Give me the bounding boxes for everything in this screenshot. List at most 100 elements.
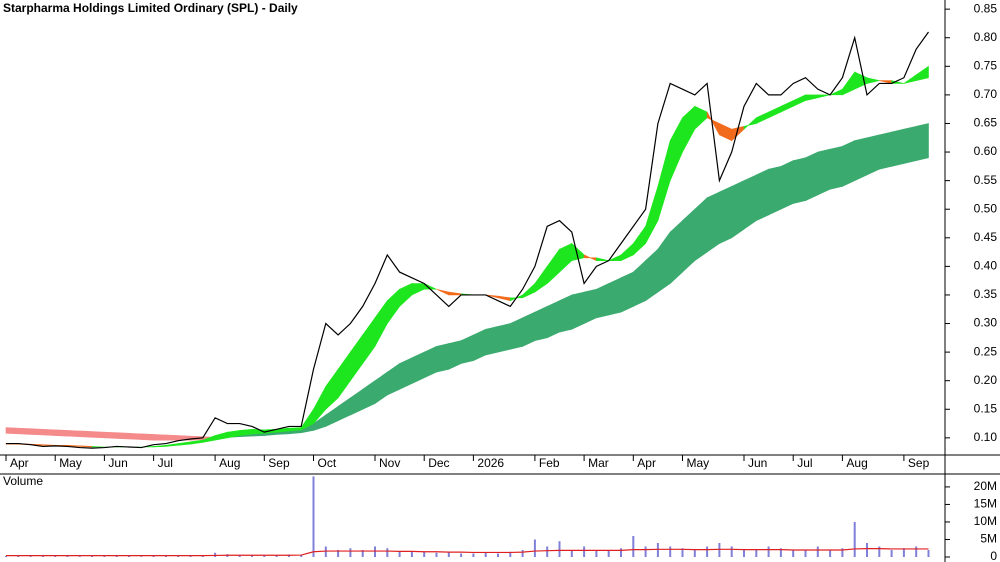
y-tick-label: 0.45 bbox=[974, 230, 998, 244]
y-tick-label: 0.50 bbox=[974, 201, 998, 215]
volume-bar bbox=[521, 549, 524, 557]
volume-bar bbox=[164, 555, 167, 557]
volume-bar bbox=[853, 521, 856, 557]
y-tick-label: 0.30 bbox=[974, 316, 998, 330]
band-segment bbox=[5, 427, 19, 435]
volume-bar bbox=[54, 555, 57, 557]
band-segment bbox=[669, 219, 683, 285]
volume-bar bbox=[337, 549, 340, 557]
volume-bar bbox=[878, 546, 881, 557]
y-tick-label: 15M bbox=[974, 497, 997, 511]
volume-average bbox=[6, 547, 929, 557]
volume-bar bbox=[29, 556, 32, 557]
volume-bar bbox=[398, 551, 401, 557]
band-segment bbox=[165, 434, 179, 441]
x-tick-label: Oct bbox=[318, 456, 337, 470]
volume-bar bbox=[312, 476, 315, 557]
volume-bar bbox=[238, 554, 241, 557]
y-tick-label: 0.80 bbox=[974, 30, 998, 44]
volume-bar bbox=[78, 556, 81, 557]
band-segment bbox=[866, 134, 880, 176]
volume-bar bbox=[693, 549, 696, 557]
band-segment bbox=[91, 431, 105, 439]
y-tick-label: 0.15 bbox=[974, 401, 998, 415]
volume-bar bbox=[423, 551, 426, 557]
band-segment bbox=[436, 343, 450, 373]
volume-bar bbox=[374, 546, 376, 557]
volume-bar bbox=[607, 549, 610, 557]
band-segment bbox=[891, 128, 905, 167]
band-segment bbox=[67, 430, 81, 438]
y-tick-label: 0.85 bbox=[974, 1, 998, 15]
band-segment bbox=[79, 430, 93, 438]
y-tick-label: 0.55 bbox=[974, 173, 998, 187]
volume-bar bbox=[91, 555, 94, 557]
volume-bar bbox=[435, 552, 438, 557]
volume-bar bbox=[829, 549, 832, 557]
band-segment bbox=[915, 123, 929, 161]
volume-bar bbox=[669, 546, 672, 557]
band-segment bbox=[596, 257, 609, 261]
x-tick-label: Sep bbox=[268, 456, 290, 470]
band-segment bbox=[891, 80, 904, 84]
volume-bar bbox=[66, 555, 69, 557]
volume-bar bbox=[546, 546, 549, 557]
x-tick-label: Aug bbox=[219, 456, 240, 470]
x-tick-label: Feb bbox=[539, 456, 560, 470]
band-segment bbox=[534, 305, 548, 342]
band-segment bbox=[473, 328, 487, 362]
volume-bar bbox=[410, 551, 413, 557]
volume-bar bbox=[595, 549, 598, 557]
band-segment bbox=[596, 283, 610, 319]
band-segment bbox=[842, 140, 856, 187]
band-segment bbox=[91, 446, 105, 448]
volume-bar bbox=[841, 548, 844, 557]
volume-bar bbox=[706, 546, 709, 557]
x-tick-label: Apr bbox=[637, 456, 656, 470]
volume-bar bbox=[324, 546, 327, 557]
band-segment bbox=[768, 165, 782, 216]
volume-bar bbox=[533, 539, 536, 557]
volume-bar bbox=[509, 551, 512, 557]
band-segment bbox=[583, 288, 597, 325]
volume-bar bbox=[201, 555, 204, 557]
volume-bar bbox=[103, 556, 106, 557]
volume-bar bbox=[152, 555, 155, 557]
volume-bar bbox=[583, 546, 586, 557]
band-segment bbox=[915, 65, 929, 81]
volume-bar bbox=[620, 548, 622, 557]
volume-bar bbox=[644, 546, 647, 557]
band-segment bbox=[755, 168, 769, 222]
y-tick-label: 0.40 bbox=[974, 259, 998, 273]
y-tick-label: 0 bbox=[990, 549, 997, 562]
y-tick-label: 0.60 bbox=[974, 144, 998, 158]
volume-bar bbox=[927, 549, 930, 557]
volume-bar bbox=[189, 555, 192, 557]
volume-bar bbox=[890, 549, 893, 557]
x-tick-label: Jun bbox=[748, 456, 767, 470]
y-tick-label: 0.65 bbox=[974, 116, 998, 130]
band-segment bbox=[546, 300, 560, 339]
volume-bar bbox=[447, 551, 450, 557]
band-segment bbox=[620, 271, 634, 313]
x-tick-label: Jun bbox=[108, 456, 127, 470]
volume-bar bbox=[263, 555, 266, 557]
volume-bar bbox=[472, 553, 475, 557]
band-segment bbox=[411, 351, 425, 385]
band-segment bbox=[399, 357, 413, 390]
x-tick-label: Mar bbox=[588, 456, 609, 470]
band-segment bbox=[817, 148, 831, 196]
volume-bar bbox=[902, 548, 905, 557]
volume-bar bbox=[17, 555, 20, 557]
volume-bar bbox=[755, 549, 758, 557]
band-segment bbox=[116, 432, 130, 440]
volume-bar bbox=[41, 555, 44, 557]
band-segment bbox=[141, 433, 154, 441]
volume-bar bbox=[792, 549, 795, 557]
band-segment bbox=[54, 429, 68, 437]
x-tick-label: May bbox=[687, 456, 710, 470]
y-tick-label: 0.75 bbox=[974, 58, 998, 72]
y-tick-label: 10M bbox=[974, 514, 997, 528]
